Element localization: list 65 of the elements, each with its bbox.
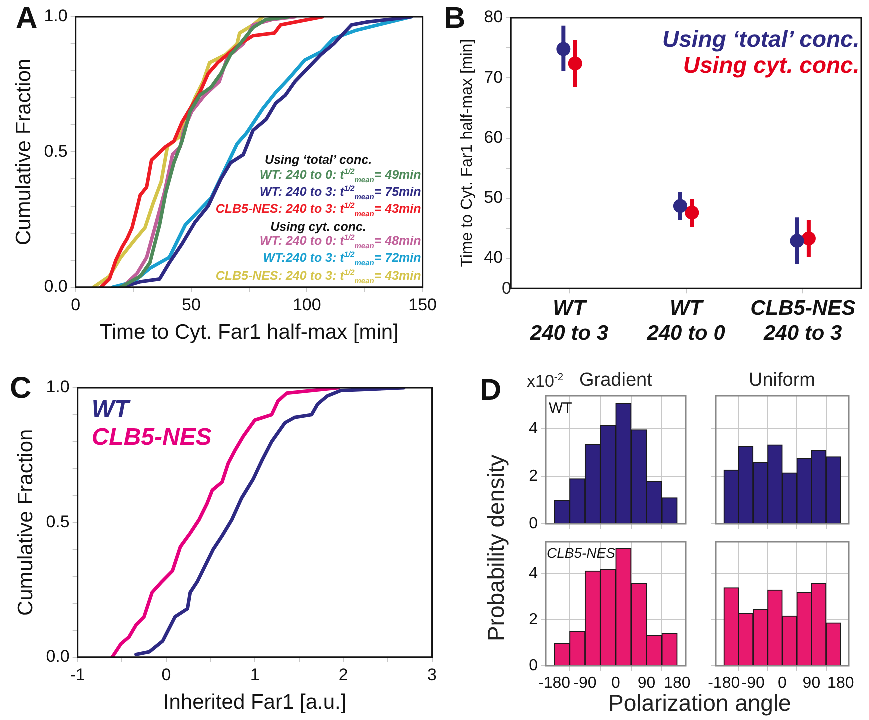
text: CLB5-NES: 240 to 3: t$^{1/2}$$_{mean}$= 43min <box>216 268 422 286</box>
y-tick-label: 1.0 <box>44 6 68 26</box>
x-axis-title: Inherited Far1 [a.u.] <box>163 691 347 714</box>
x-tick-label: -180 <box>538 675 571 692</box>
x-tick-label: 0 <box>162 665 172 684</box>
chart-title: Gradient <box>580 370 652 392</box>
y-tick-label: 60 <box>484 128 504 147</box>
x-axis-title: Time to Cyt. Far1 half-max [min] <box>100 321 399 344</box>
y-tick-label: 70 <box>484 68 504 87</box>
y-axis-title: Time to Cyt. Far1 half-max [min] <box>459 39 476 268</box>
annotation: CLB5-NES <box>547 545 616 562</box>
text: WT:240 to 3: t$^{1/2}$$_{mean}$= 72min <box>262 250 422 269</box>
y-tick-label: 40 <box>484 248 504 268</box>
x-tick-label: WT 240 to 3 <box>529 296 609 346</box>
text: WT: 240 to 0: t$^{1/2}$$_{mean}$= 49min <box>258 166 422 186</box>
text: Using cyt. conc. <box>682 52 860 79</box>
x-tick-label: 3 <box>428 665 438 684</box>
y-tick-label: 0.0 <box>44 277 68 296</box>
y-tick-label: 4 <box>529 566 538 583</box>
text: Using ‘total’ conc. <box>662 26 860 52</box>
x-tick-label: 0 <box>778 675 788 692</box>
x-axis-title: Polarization angle <box>608 690 792 716</box>
x-tick-label: -90 <box>574 675 597 692</box>
text: WT: 240 to 0: t$^{1/2}$$_{mean}$= 48min <box>258 232 422 252</box>
x-tick-label: 100 <box>292 295 322 314</box>
text: CLB5-NES: 240 to 3: t$^{1/2}$$_{mean}$= 43min <box>216 201 422 220</box>
x-tick-label: 1 <box>250 665 260 684</box>
x-tick-label: 50 <box>182 295 201 314</box>
text: WT: 240 to 3: t$^{1/2}$$_{mean}$= 75min <box>258 184 422 202</box>
annotation: Using cyt. conc. <box>270 220 368 234</box>
x-tick-label: -1 <box>70 665 86 684</box>
text: D <box>480 374 502 408</box>
x-tick-label: 2 <box>338 665 348 684</box>
text: x10$^{-2}$ <box>527 372 564 392</box>
x-tick-label: CLB5-NES 240 to 3 <box>750 296 856 346</box>
y-axis-title: Probability density <box>482 454 510 642</box>
y-tick-label: 2 <box>529 468 538 485</box>
x-tick-label: -180 <box>708 675 740 692</box>
y-tick-label: 0.0 <box>46 647 70 666</box>
y-tick-label: 0.5 <box>46 512 70 532</box>
y-tick-label: 4 <box>529 420 538 438</box>
y-tick-label: 1.0 <box>46 378 70 397</box>
x-tick-label: 180 <box>664 675 691 692</box>
y-axis-title: Cumulative Fraction <box>12 58 36 246</box>
y-axis-title: Cumulative Fraction <box>14 429 38 616</box>
text: C <box>10 372 32 406</box>
y-tick-label: 50 <box>484 188 504 208</box>
x-tick-label: 90 <box>638 675 656 692</box>
series-label: CLB5-NES <box>92 424 212 452</box>
text: B <box>444 2 466 36</box>
x-tick-label: 180 <box>828 675 854 692</box>
annotation: WT <box>549 400 572 418</box>
x-tick-label: WT 240 to 0 <box>646 296 726 346</box>
x-tick-label: 0 <box>612 675 621 692</box>
y-tick-label: 0 <box>529 515 538 532</box>
text: A <box>16 2 38 36</box>
x-tick-label: -90 <box>742 675 765 692</box>
y-tick-label: 80 <box>484 8 504 27</box>
y-tick-label: 0.5 <box>44 142 68 161</box>
chart-title: Uniform <box>749 370 816 392</box>
x-tick-label: 90 <box>802 675 821 692</box>
y-tick-label: 2 <box>529 611 538 628</box>
x-tick-label: 150 <box>408 295 438 314</box>
text: WT <box>92 396 132 424</box>
annotation: Using ‘total’ conc. <box>264 153 374 168</box>
